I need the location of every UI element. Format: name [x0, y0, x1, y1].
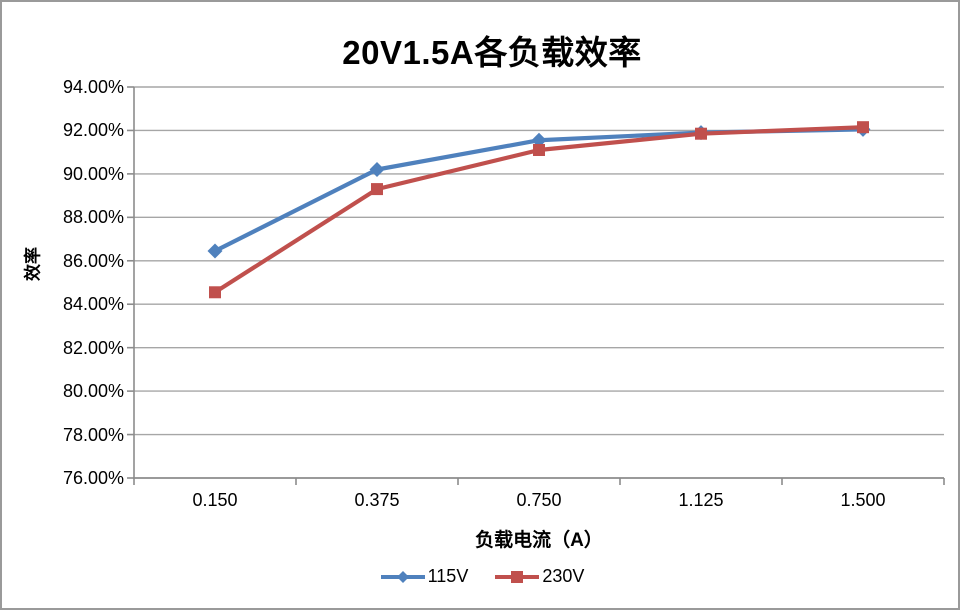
- data-point-230V: [857, 121, 869, 134]
- y-tick-label: 88.00%: [62, 207, 124, 228]
- chart-title: 20V1.5A各负载效率: [342, 34, 642, 71]
- legend: 115V 230V: [2, 566, 958, 587]
- y-tick-label: 82.00%: [62, 337, 124, 358]
- legend-label: 230V: [542, 566, 585, 586]
- data-point-115V: [369, 162, 385, 178]
- x-tick-label: 1.125: [678, 490, 724, 510]
- y-tick-label: 78.00%: [62, 424, 124, 445]
- data-point-230V: [371, 183, 383, 196]
- y-axis-title: 效率: [23, 247, 43, 281]
- x-axis-title: 负载电流（A）: [475, 530, 603, 551]
- data-point-115V: [207, 243, 223, 259]
- y-tick-label: 86.00%: [62, 250, 124, 271]
- data-point-230V: [695, 127, 707, 140]
- legend-item-115V: 115V: [380, 566, 469, 587]
- y-tick-label: 90.00%: [62, 163, 124, 184]
- legend-label: 115V: [427, 566, 469, 586]
- data-point-115V: [531, 132, 547, 148]
- legend-marker-diamond-icon: [380, 570, 425, 583]
- legend-item-230V: 230V: [494, 566, 584, 587]
- legend-marker-square-icon: [495, 570, 540, 583]
- data-point-230V: [533, 143, 545, 156]
- y-tick-label: 80.00%: [62, 381, 124, 402]
- data-point-230V: [209, 286, 221, 299]
- x-tick-label: 1.500: [840, 490, 886, 510]
- x-tick-label: 0.375: [354, 490, 400, 510]
- y-tick-label: 76.00%: [62, 468, 124, 488]
- y-tick-label: 92.00%: [62, 120, 124, 141]
- x-tick-label: 0.750: [516, 490, 562, 510]
- y-tick-label: 84.00%: [62, 294, 124, 315]
- y-tick-label: 94.00%: [62, 77, 124, 97]
- x-tick-label: 0.150: [192, 490, 238, 510]
